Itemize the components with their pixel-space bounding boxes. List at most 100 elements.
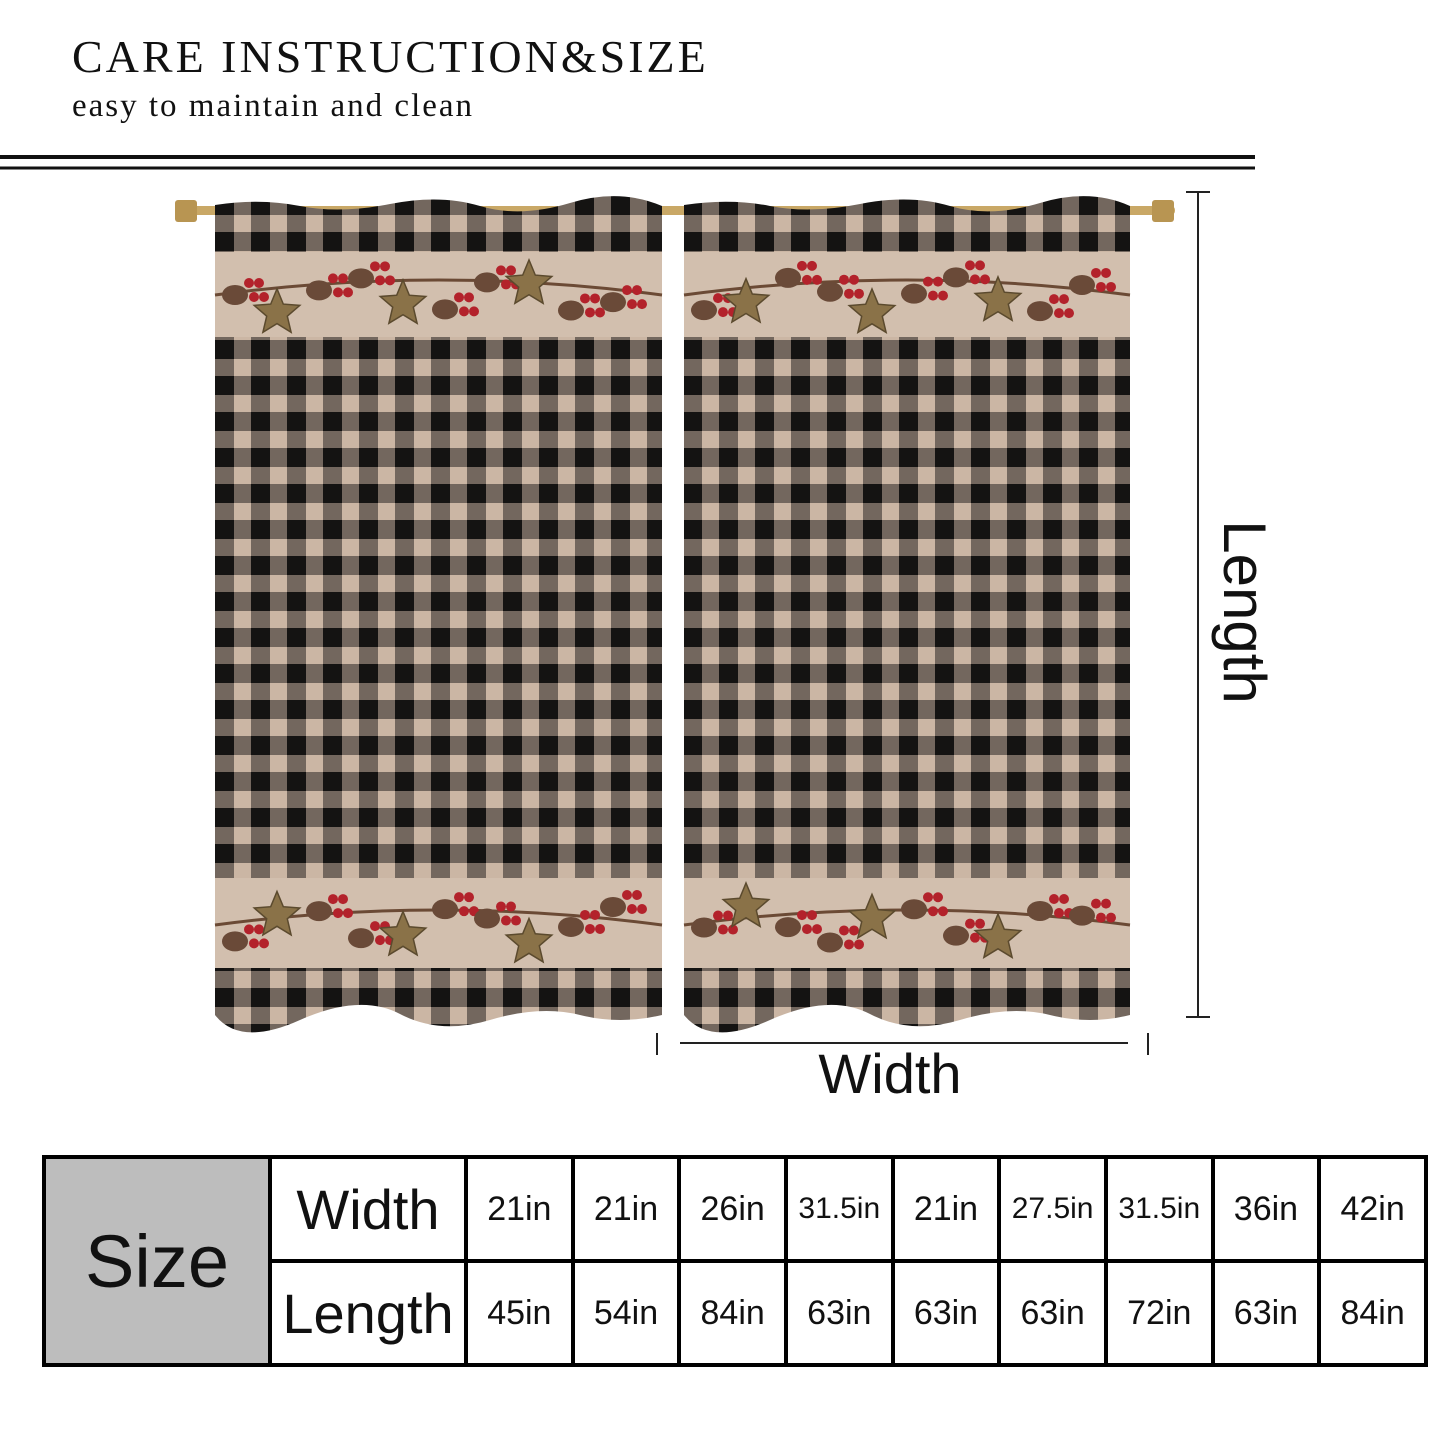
berry (812, 924, 822, 935)
berry (970, 932, 980, 943)
berry (713, 910, 723, 921)
berry (965, 918, 975, 929)
star (973, 912, 1023, 959)
table-cell: 72in (1103, 1259, 1215, 1367)
subtitle: easy to maintain and clean (72, 88, 475, 124)
pine-cone (348, 268, 374, 289)
berry (1106, 912, 1116, 923)
berry (585, 923, 595, 934)
berry (1049, 893, 1059, 904)
table-body: Size Width 21in 21in 26in 31.5in 21in 27.5in 31.… (42, 1155, 1428, 1367)
table-cell: 21in (570, 1155, 682, 1263)
star (378, 909, 428, 957)
vine (214, 278, 663, 297)
berry (923, 892, 933, 903)
pine-cone (817, 281, 843, 302)
berry (1049, 294, 1059, 305)
pine-cone (306, 901, 332, 922)
berry (501, 279, 511, 290)
berry (259, 292, 269, 302)
berry (627, 904, 637, 915)
berry (370, 921, 380, 932)
berry (459, 306, 469, 317)
berry (496, 901, 506, 912)
berry (1096, 912, 1106, 923)
table-cell: 31.5in (783, 1155, 895, 1263)
berry (375, 935, 385, 946)
table-cell: 45in (464, 1259, 575, 1367)
berry (249, 292, 259, 302)
table-cell: Size (42, 1155, 272, 1367)
berry (259, 938, 269, 949)
table-cell: 42in (1317, 1155, 1428, 1263)
curtain-diagram: Length Width (0, 155, 1278, 1105)
curtain-panels (214, 196, 1131, 1033)
berry (839, 274, 849, 285)
curtain-panel (215, 196, 662, 1033)
star (252, 286, 302, 334)
berry (328, 273, 338, 284)
star (378, 277, 428, 325)
berry (844, 939, 854, 950)
berry (849, 274, 859, 285)
table-cell: 84in (1317, 1259, 1428, 1367)
pine-cone (943, 267, 969, 288)
berry (249, 938, 259, 949)
pine-cone (558, 300, 584, 321)
star (252, 889, 302, 937)
berry (1106, 281, 1116, 292)
berry (244, 278, 254, 288)
length-label: Length (1211, 520, 1278, 704)
floral-band (215, 878, 662, 968)
pine-cone (817, 932, 843, 953)
berry (980, 274, 990, 285)
berry (807, 910, 817, 921)
table-cell: 63in (890, 1259, 1002, 1367)
table-cell: 27.5in (997, 1155, 1108, 1263)
berry (1096, 281, 1106, 292)
star (504, 257, 554, 305)
star (721, 881, 771, 928)
pine-cone (1069, 905, 1095, 926)
berry (595, 307, 605, 318)
berry (723, 910, 733, 921)
berry (938, 290, 948, 301)
berry (496, 265, 506, 276)
berry (580, 293, 590, 304)
star (721, 276, 771, 324)
berry (844, 288, 854, 299)
star (973, 274, 1023, 322)
table-cell: 21in (890, 1155, 1002, 1263)
star (847, 287, 897, 334)
berry (632, 285, 642, 296)
berry (713, 293, 723, 304)
title: CARE INSTRUCTION&SIZE (72, 31, 709, 82)
table-cell: Length (268, 1259, 468, 1367)
table-row: Length 45in 54in 84in 63in 63in 63in 72in 63in 84… (44, 1259, 1428, 1367)
berry (718, 924, 728, 935)
berry (454, 892, 464, 903)
berry (595, 923, 605, 934)
berry (464, 892, 474, 903)
berry (1054, 308, 1064, 319)
berry (802, 274, 812, 285)
table-cell: 31.5in (1103, 1155, 1215, 1263)
berry (854, 939, 864, 950)
berry (244, 924, 254, 935)
pine-cone (1027, 900, 1053, 921)
berry (637, 299, 647, 310)
berry (849, 925, 859, 936)
table-cell: 84in (677, 1259, 788, 1367)
berry (370, 261, 380, 272)
berry (933, 276, 943, 287)
berry (585, 307, 595, 318)
pine-cone (691, 300, 717, 321)
pine-cone (1069, 274, 1095, 295)
table-cell: 36in (1210, 1155, 1322, 1263)
berry (854, 288, 864, 299)
berry (459, 906, 469, 917)
berry (454, 292, 464, 303)
berry (1059, 893, 1069, 904)
